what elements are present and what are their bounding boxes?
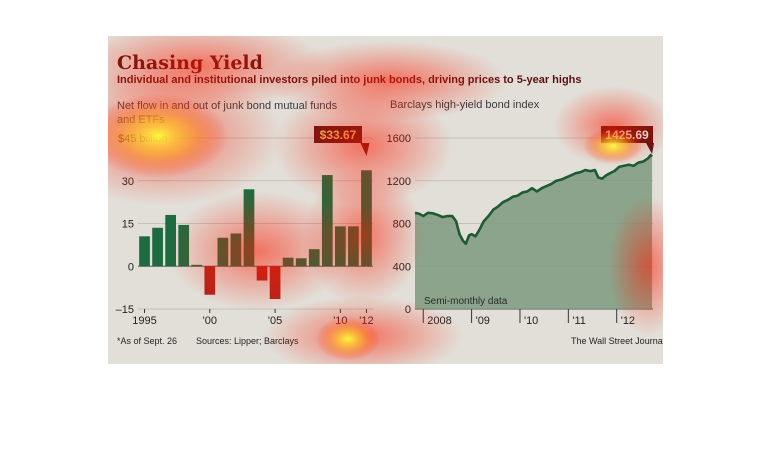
index-y-tick-label: 1200 [387,176,411,188]
index-x-tick-label: 2008 [427,315,451,327]
bar-y-tick-label: 0 [128,261,134,273]
index-chart: 1600 1200 800 400 0 2008 '09 '10 '11 '12 Semi-mont… [387,126,655,327]
bar [139,236,150,267]
index-x-tick-label: '12 [621,315,635,327]
index-callout-pointer [646,143,655,154]
chart-panel: Chasing Yield Individual and institution… [108,36,663,364]
index-x-tick-label: '09 [476,315,490,327]
footnote: *As of Sept. 26 [117,336,178,346]
index-x-tick-label: '11 [572,315,586,327]
bar-x-tick-label: 1995 [132,315,156,327]
bar [152,227,163,267]
bar-y-tick-label: –15 [116,304,134,316]
bar-y-tick-label: 15 [122,219,134,231]
sources: Sources: Lipper; Barclays [196,336,299,346]
index-annotation: Semi-monthly data [424,296,508,307]
index-line [414,153,653,246]
index-y-tick-label: 400 [393,261,411,273]
bar-x-tick-label: '00 [203,315,217,327]
index-y-tick-label: 1600 [387,133,411,145]
credit: The Wall Street Journal [571,336,663,346]
index-callout: 1425.69 [601,126,655,154]
index-y-tick-label: 800 [393,219,411,231]
index-y-tick-label: 0 [405,304,411,316]
index-callout-label: 1425.69 [605,128,649,142]
index-area [415,155,653,309]
index-x-tick-label: '10 [524,315,538,327]
